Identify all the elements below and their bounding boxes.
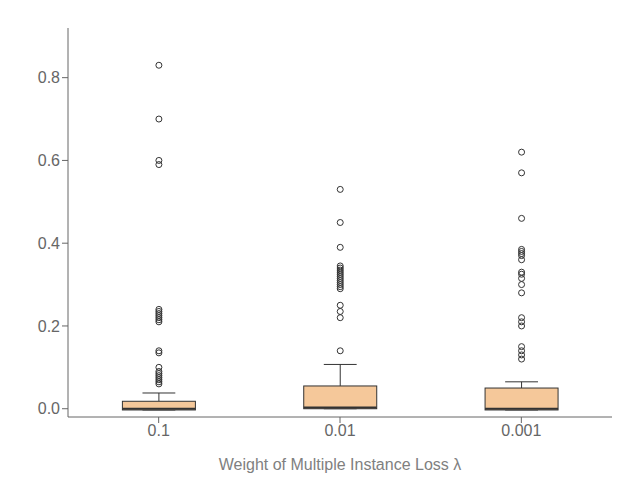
- svg-text:0.8: 0.8: [38, 69, 60, 86]
- svg-text:0.001: 0.001: [501, 422, 541, 439]
- svg-text:0.2: 0.2: [38, 318, 60, 335]
- svg-text:0.0: 0.0: [38, 400, 60, 417]
- svg-text:Weight of Multiple Instance Lo: Weight of Multiple Instance Loss λ: [219, 456, 462, 473]
- svg-text:0.6: 0.6: [38, 152, 60, 169]
- svg-text:0.4: 0.4: [38, 235, 60, 252]
- svg-text:0.01: 0.01: [324, 422, 355, 439]
- svg-text:0.1: 0.1: [148, 422, 170, 439]
